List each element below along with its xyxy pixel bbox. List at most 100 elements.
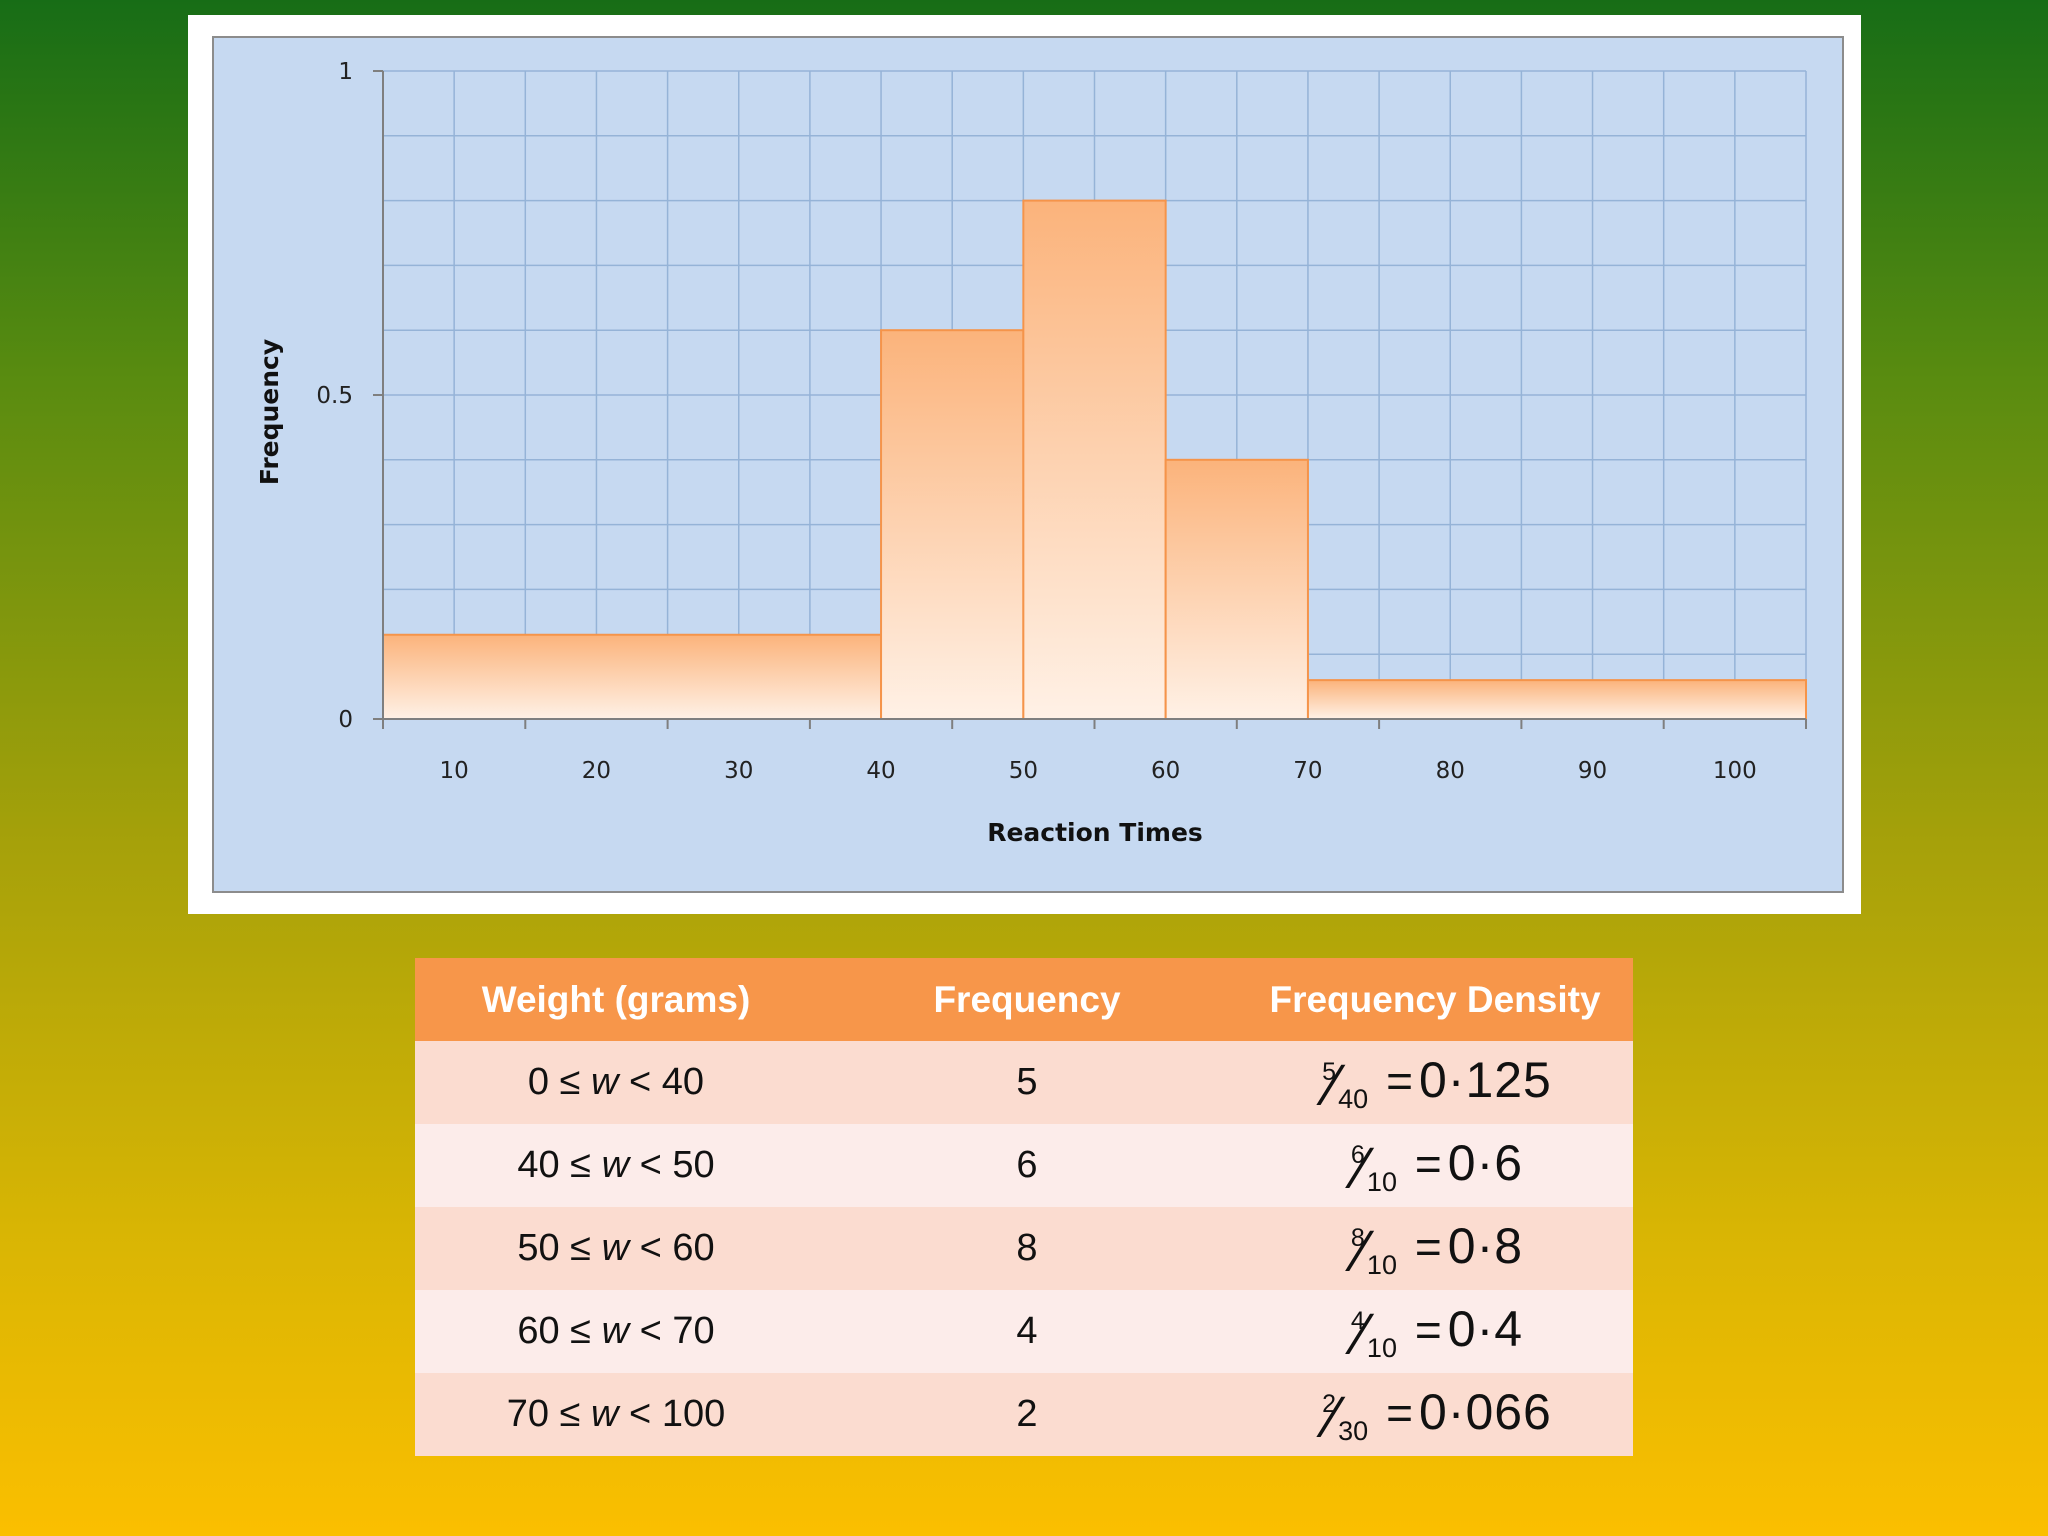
x-axis-title: Reaction Times — [987, 818, 1203, 847]
range-low: 60 — [517, 1310, 560, 1352]
range-low: 50 — [517, 1227, 560, 1269]
x-tick-label: 20 — [582, 758, 611, 784]
histogram-bar-4 — [1164, 458, 1309, 720]
range-low: 70 — [506, 1393, 550, 1435]
fraction: 5 ⁄ 40 — [1318, 1053, 1376, 1118]
fraction-slash: ⁄ — [1328, 1385, 1338, 1451]
lt-symbol: < — [618, 1393, 662, 1435]
header-weight: Weight (grams) — [415, 958, 817, 1041]
fraction-denominator: 10 — [1366, 1250, 1397, 1281]
fraction: 8 ⁄ 10 — [1347, 1219, 1405, 1284]
x-tick-label: 60 — [1151, 758, 1180, 784]
x-tick-label: 30 — [724, 758, 753, 784]
histogram-bar-1 — [382, 633, 883, 721]
fraction-slash: ⁄ — [1356, 1136, 1367, 1202]
table-row: 70 ≤ w < 100 2 2 ⁄ 30 = 0·066 — [415, 1373, 1633, 1456]
weight-range-cell: 50 ≤ w < 60 — [415, 1207, 817, 1290]
table-row: 60 ≤ w < 70 4 4 ⁄ 10 = 0·4 — [415, 1290, 1633, 1373]
range-high: 40 — [661, 1061, 705, 1103]
density-value: 0·8 — [1447, 1217, 1524, 1274]
range-variable: w — [591, 1061, 619, 1103]
weight-range-cell: 0 ≤ w < 40 — [415, 1041, 817, 1124]
histogram-bars — [382, 199, 1807, 721]
fraction-numerator: 4 — [1350, 1307, 1365, 1336]
histogram-chart: 10 20 30 40 50 60 70 80 90 100 0 0.5 1 Reaction Time… — [212, 36, 1844, 893]
fraction: 4 ⁄ 10 — [1347, 1302, 1405, 1367]
fraction-numerator: 2 — [1322, 1390, 1337, 1419]
weight-range-cell: 40 ≤ w < 50 — [415, 1124, 817, 1207]
weight-range-cell: 70 ≤ w < 100 — [415, 1373, 817, 1456]
fraction-numerator: 8 — [1350, 1224, 1365, 1253]
fraction-denominator: 40 — [1338, 1084, 1369, 1115]
fraction-numerator: 6 — [1350, 1141, 1365, 1170]
range-low: 40 — [517, 1144, 560, 1186]
equals-symbol: = — [1386, 1054, 1413, 1107]
frequency-density-cell: 2 ⁄ 30 = 0·066 — [1237, 1373, 1633, 1456]
lt-symbol: < — [629, 1310, 673, 1352]
tick-labels: 10 20 30 40 50 60 70 80 90 100 0 0.5 1 — [316, 59, 1756, 784]
range-variable: w — [601, 1144, 630, 1186]
x-tick-label: 50 — [1009, 758, 1038, 784]
lt-symbol: < — [629, 1227, 673, 1269]
x-tick-label: 40 — [866, 758, 895, 784]
fraction-slash: ⁄ — [1356, 1302, 1367, 1368]
fraction-slash: ⁄ — [1356, 1219, 1367, 1285]
range-high: 50 — [672, 1144, 715, 1186]
x-tick-label: 70 — [1293, 758, 1322, 784]
fraction-denominator: 10 — [1366, 1333, 1397, 1364]
frequency-cell: 2 — [817, 1373, 1237, 1456]
histogram-bar-3 — [1022, 199, 1167, 721]
le-symbol: ≤ — [559, 1144, 602, 1186]
table-header-row: Weight (grams) Frequency Frequency Densi… — [415, 958, 1633, 1041]
range-variable: w — [601, 1310, 630, 1352]
density-value: 0·6 — [1447, 1134, 1524, 1191]
frequency-density-cell: 6 ⁄ 10 = 0·6 — [1237, 1124, 1633, 1207]
range-variable: w — [601, 1227, 630, 1269]
x-tick-label: 80 — [1436, 758, 1465, 784]
fraction-slash: ⁄ — [1328, 1053, 1338, 1119]
density-value: 0·125 — [1418, 1051, 1552, 1108]
table-row: 40 ≤ w < 50 6 6 ⁄ 10 = 0·6 — [415, 1124, 1633, 1207]
x-tick-label: 10 — [440, 758, 469, 784]
range-variable: w — [591, 1393, 619, 1435]
range-high: 60 — [672, 1227, 715, 1269]
equals-symbol: = — [1414, 1220, 1442, 1273]
lt-symbol: < — [618, 1061, 662, 1103]
frequency-cell: 6 — [817, 1124, 1237, 1207]
density-value: 0·066 — [1418, 1383, 1552, 1440]
y-tick-label: 0 — [338, 707, 353, 733]
x-tick-label: 100 — [1713, 758, 1757, 784]
frequency-density-table: Weight (grams) Frequency Frequency Densi… — [415, 958, 1633, 1456]
equals-symbol: = — [1414, 1303, 1442, 1356]
x-tick-label: 90 — [1578, 758, 1607, 784]
chart-panel: 10 20 30 40 50 60 70 80 90 100 0 0.5 1 Reaction Time… — [188, 15, 1861, 914]
le-symbol: ≤ — [549, 1393, 592, 1435]
fraction: 2 ⁄ 30 — [1318, 1385, 1376, 1450]
header-frequency-density: Frequency Density — [1237, 958, 1633, 1041]
frequency-density-cell: 8 ⁄ 10 = 0·8 — [1237, 1207, 1633, 1290]
frequency-cell: 8 — [817, 1207, 1237, 1290]
y-axis-title: Frequency — [255, 339, 284, 485]
table-row: 0 ≤ w < 40 5 5 ⁄ 40 = 0·125 — [415, 1041, 1633, 1124]
axes — [373, 70, 1807, 729]
y-tick-label: 1 — [338, 59, 353, 85]
lt-symbol: < — [629, 1144, 673, 1186]
weight-range-cell: 60 ≤ w < 70 — [415, 1290, 817, 1373]
le-symbol: ≤ — [549, 1061, 592, 1103]
range-high: 100 — [661, 1393, 726, 1435]
range-low: 0 — [527, 1061, 550, 1103]
histogram-bar-2 — [880, 329, 1025, 720]
frequency-density-cell: 5 ⁄ 40 = 0·125 — [1237, 1041, 1633, 1124]
histogram-bar-5 — [1306, 679, 1807, 720]
equals-symbol: = — [1386, 1386, 1413, 1439]
range-high: 70 — [672, 1310, 715, 1352]
frequency-cell: 5 — [817, 1041, 1237, 1124]
header-frequency: Frequency — [817, 958, 1237, 1041]
table-row: 50 ≤ w < 60 8 8 ⁄ 10 = 0·8 — [415, 1207, 1633, 1290]
y-tick-label: 0.5 — [316, 383, 353, 409]
fraction-numerator: 5 — [1322, 1058, 1337, 1087]
le-symbol: ≤ — [559, 1227, 602, 1269]
fraction-denominator: 30 — [1338, 1416, 1369, 1447]
fraction-denominator: 10 — [1366, 1167, 1397, 1198]
density-value: 0·4 — [1447, 1300, 1524, 1357]
